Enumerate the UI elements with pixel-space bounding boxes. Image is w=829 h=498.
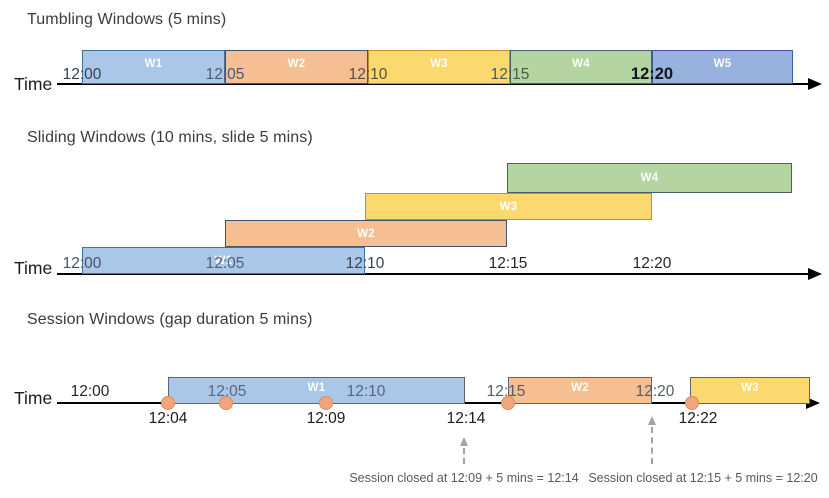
time-axis	[57, 83, 808, 85]
window-box-w3: W3	[690, 377, 810, 404]
tick-label: 12:10	[345, 255, 385, 272]
event-time-label: 12:14	[446, 410, 486, 427]
section-title: Tumbling Windows (5 mins)	[27, 11, 227, 28]
window-label: W2	[287, 57, 306, 70]
section-title: Session Windows (gap duration 5 mins)	[27, 311, 313, 328]
window-label: W3	[499, 200, 518, 213]
window-box-w1: W1	[82, 50, 225, 84]
event-time-label: 12:09	[306, 410, 346, 427]
tick-label: 12:05	[205, 66, 245, 83]
time-axis	[57, 273, 808, 275]
tick-label: 12:05	[205, 255, 245, 272]
event-time-label: 12:22	[678, 410, 718, 427]
window-label: W3	[741, 382, 759, 394]
window-label: W2	[571, 382, 589, 394]
window-box-w3: W3	[365, 193, 652, 220]
window-label: W5	[713, 57, 732, 70]
window-box-w4: W4	[507, 163, 792, 193]
tick-label: 12:00	[62, 66, 102, 83]
event-dot	[319, 396, 333, 410]
event-dot	[685, 396, 699, 410]
window-box-w4: W4	[510, 50, 652, 84]
window-box-w2: W2	[225, 50, 368, 84]
tick-label: 12:20	[630, 65, 674, 83]
window-label: W1	[144, 57, 163, 70]
axis-arrowhead-icon	[808, 78, 822, 90]
window-label: W4	[640, 172, 659, 184]
tick-label: 12:05	[207, 383, 247, 400]
session-closed-annotation-1: Session closed at 12:09 + 5 mins = 12:14	[349, 471, 579, 485]
event-dot	[501, 396, 515, 410]
window-label: W4	[572, 57, 590, 70]
time-axis-caption: Time	[14, 388, 53, 408]
window-label: W3	[430, 57, 448, 70]
time-axis-caption: Time	[14, 74, 53, 94]
event-dot	[161, 396, 175, 410]
tick-label: 12:00	[70, 383, 110, 400]
callout-arrowhead-icon	[647, 416, 656, 425]
callout-dashed-line	[651, 427, 653, 464]
window-label: W1	[214, 254, 233, 267]
session-closed-annotation-2: Session closed at 12:15 + 5 mins = 12:20	[588, 471, 818, 485]
callout-arrowhead-icon	[459, 437, 468, 446]
window-box-w2: W2	[225, 220, 507, 247]
section-title: Sliding Windows (10 mins, slide 5 mins)	[27, 129, 313, 146]
time-axis-caption: Time	[14, 258, 53, 278]
window-box-w1: W1	[168, 377, 465, 404]
tick-label: 12:15	[488, 255, 528, 272]
tick-label: 12:20	[635, 383, 675, 400]
event-time-label: 12:04	[148, 410, 188, 427]
event-dot	[219, 396, 233, 410]
window-box-w1: W1	[82, 247, 365, 274]
window-box-w3: W3	[368, 50, 510, 84]
tick-label: 12:15	[486, 383, 526, 400]
window-box-w2: W2	[508, 377, 652, 404]
tick-label: 12:00	[62, 255, 102, 272]
tick-label: 12:10	[346, 383, 386, 400]
tick-label: 12:15	[490, 66, 530, 83]
window-box-w5: W5	[652, 50, 793, 84]
tick-label: 12:10	[348, 66, 388, 83]
tick-label: 12:20	[632, 255, 672, 272]
callout-dashed-line	[463, 448, 465, 464]
window-label: W2	[357, 227, 375, 240]
window-label: W1	[307, 382, 326, 394]
axis-arrowhead-icon	[808, 268, 822, 280]
